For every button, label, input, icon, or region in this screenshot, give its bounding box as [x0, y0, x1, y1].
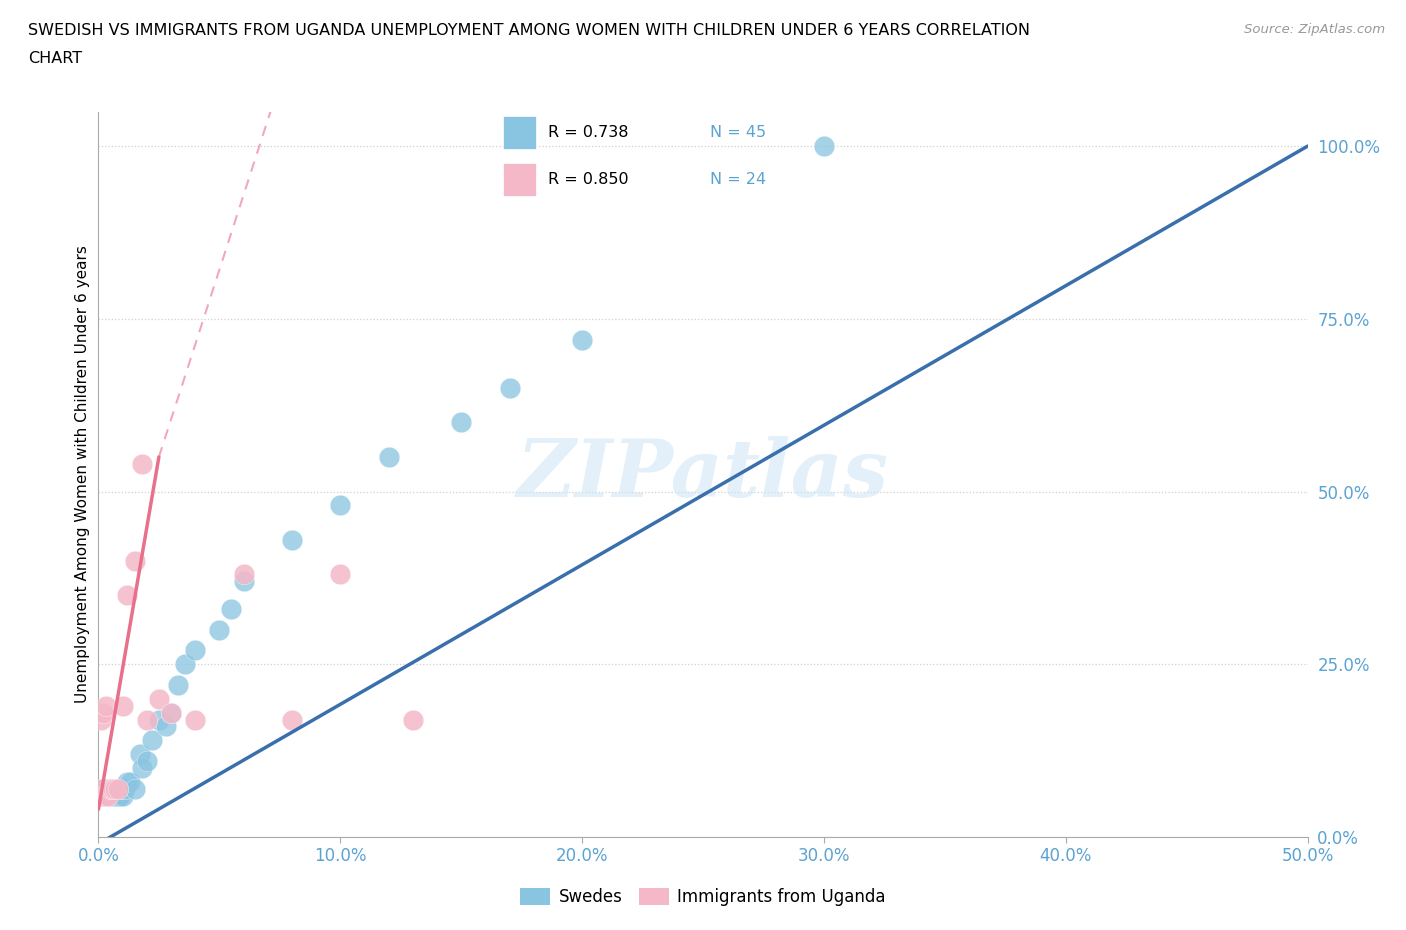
Point [104, 788, 127, 803]
Point [167, 678, 190, 693]
Point [571, 332, 593, 347]
Point [91, 788, 114, 803]
Text: R = 0.850: R = 0.850 [548, 172, 628, 187]
Point [155, 719, 177, 734]
Point [184, 712, 207, 727]
Point [128, 747, 150, 762]
Point [97, 788, 120, 803]
Point [450, 415, 472, 430]
Point [148, 691, 170, 706]
Point [135, 753, 157, 768]
Point [107, 781, 129, 796]
Point [329, 498, 352, 512]
Point [107, 788, 129, 803]
Point [208, 622, 231, 637]
Point [91, 788, 114, 803]
Point [91, 781, 114, 796]
Point [131, 761, 153, 776]
Point [111, 781, 134, 796]
Point [104, 788, 127, 803]
Point [118, 775, 141, 790]
Text: ZIPatlas: ZIPatlas [517, 435, 889, 513]
Point [111, 698, 134, 713]
Point [91, 705, 114, 720]
Legend: Swedes, Immigrants from Uganda: Swedes, Immigrants from Uganda [513, 881, 893, 912]
Point [94, 781, 117, 796]
Point [108, 788, 131, 803]
Text: SWEDISH VS IMMIGRANTS FROM UGANDA UNEMPLOYMENT AMONG WOMEN WITH CHILDREN UNDER 6: SWEDISH VS IMMIGRANTS FROM UGANDA UNEMPL… [28, 23, 1031, 38]
Text: Source: ZipAtlas.com: Source: ZipAtlas.com [1244, 23, 1385, 36]
Point [402, 712, 425, 727]
Point [90, 788, 112, 803]
Point [90, 788, 112, 803]
Point [141, 733, 163, 748]
Point [124, 781, 146, 796]
Point [148, 712, 170, 727]
Point [94, 698, 117, 713]
Y-axis label: Unemployment Among Women with Children Under 6 years: Unemployment Among Women with Children U… [75, 246, 90, 703]
Point [184, 643, 207, 658]
Text: CHART: CHART [28, 51, 82, 66]
Point [97, 788, 120, 803]
Point [117, 588, 139, 603]
Text: N = 45: N = 45 [710, 125, 766, 140]
Point [97, 781, 120, 796]
Point [107, 781, 129, 796]
Point [329, 567, 352, 582]
Point [94, 788, 117, 803]
Point [101, 788, 124, 803]
Point [114, 781, 136, 796]
Point [100, 788, 122, 803]
Point [160, 705, 183, 720]
Point [101, 781, 124, 796]
Point [221, 602, 243, 617]
Point [100, 781, 122, 796]
Point [498, 380, 520, 395]
FancyBboxPatch shape [503, 163, 536, 196]
Point [90, 712, 112, 727]
Point [232, 567, 254, 582]
Point [281, 533, 304, 548]
Point [281, 712, 304, 727]
Text: R = 0.738: R = 0.738 [548, 125, 628, 140]
Point [100, 781, 122, 796]
Point [160, 705, 183, 720]
Point [117, 775, 139, 790]
Point [124, 553, 146, 568]
Point [104, 781, 127, 796]
Point [377, 449, 399, 464]
Point [104, 781, 127, 796]
Point [135, 712, 157, 727]
Point [101, 781, 124, 796]
Point [111, 788, 134, 803]
Point [813, 139, 835, 153]
Text: N = 24: N = 24 [710, 172, 766, 187]
Point [94, 788, 117, 803]
Point [90, 781, 112, 796]
Point [94, 788, 117, 803]
Point [232, 574, 254, 589]
Point [174, 657, 197, 671]
FancyBboxPatch shape [503, 115, 536, 149]
Point [108, 781, 131, 796]
Point [131, 457, 153, 472]
